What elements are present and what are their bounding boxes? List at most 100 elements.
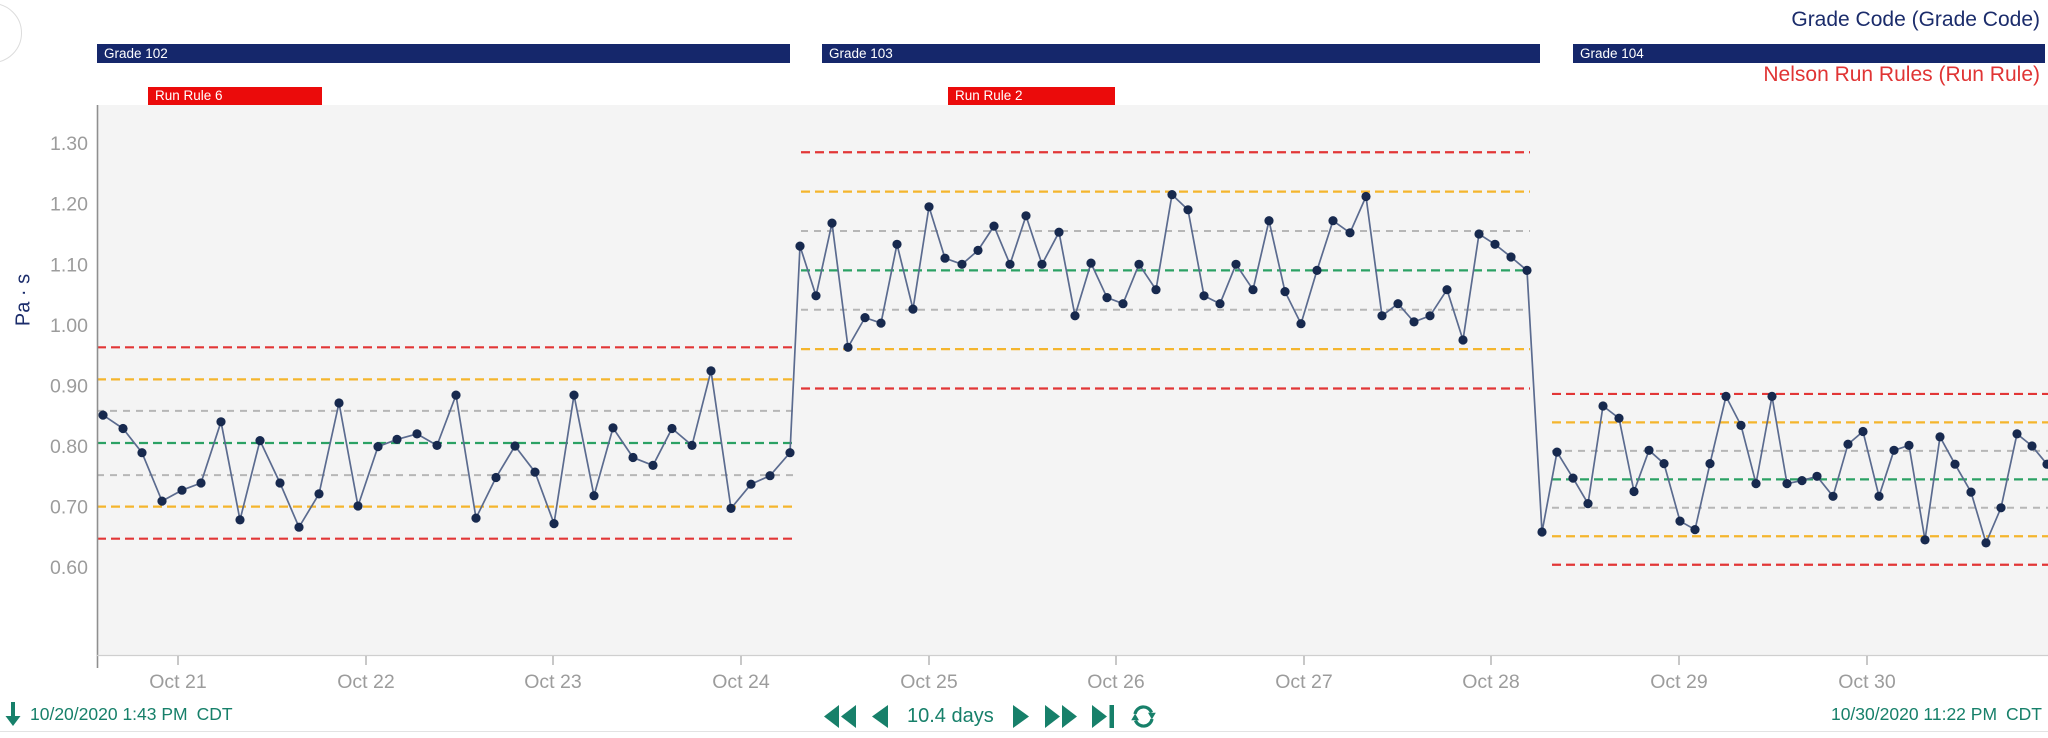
data-point[interactable] bbox=[1118, 299, 1128, 309]
data-point[interactable] bbox=[1231, 259, 1241, 269]
data-point[interactable] bbox=[392, 434, 402, 444]
data-point[interactable] bbox=[1215, 299, 1225, 309]
data-point[interactable] bbox=[628, 452, 638, 463]
data-point[interactable] bbox=[1490, 239, 1500, 249]
data-point[interactable] bbox=[1920, 535, 1930, 545]
data-point[interactable] bbox=[1904, 440, 1914, 450]
data-point[interactable] bbox=[1522, 265, 1532, 275]
x-tick-label[interactable]: Oct 23 bbox=[524, 671, 581, 693]
data-point[interactable] bbox=[1296, 319, 1306, 329]
data-point[interactable] bbox=[1644, 445, 1654, 455]
pan-right-button[interactable] bbox=[1012, 704, 1029, 728]
data-point[interactable] bbox=[1474, 229, 1484, 239]
data-point[interactable] bbox=[137, 448, 147, 458]
data-point[interactable] bbox=[510, 441, 520, 451]
data-point[interactable] bbox=[1782, 479, 1792, 489]
data-point[interactable] bbox=[1874, 491, 1884, 501]
legend-nelson-run-rules[interactable]: Nelson Run Rules (Run Rule) bbox=[1763, 63, 2040, 86]
legend-grade-code[interactable]: Grade Code (Grade Code) bbox=[1791, 8, 2040, 31]
go-to-end-button[interactable] bbox=[1091, 704, 1115, 728]
data-point[interactable] bbox=[1950, 459, 1960, 469]
x-tick-label[interactable]: Oct 30 bbox=[1838, 671, 1896, 693]
data-point[interactable] bbox=[1721, 391, 1731, 401]
data-point[interactable] bbox=[1675, 516, 1685, 526]
data-point[interactable] bbox=[432, 440, 442, 450]
data-point[interactable] bbox=[843, 342, 853, 352]
data-point[interactable] bbox=[1086, 258, 1096, 268]
data-point[interactable] bbox=[1377, 311, 1387, 321]
data-point[interactable] bbox=[1409, 317, 1419, 327]
data-point[interactable] bbox=[1264, 216, 1274, 226]
data-point[interactable] bbox=[451, 390, 461, 400]
pan-left-button[interactable] bbox=[872, 704, 888, 728]
data-point[interactable] bbox=[785, 448, 795, 458]
data-point[interactable] bbox=[860, 313, 870, 323]
data-point[interactable] bbox=[235, 515, 245, 525]
data-point[interactable] bbox=[1996, 503, 2006, 513]
data-point[interactable] bbox=[726, 503, 736, 513]
x-tick-label[interactable]: Oct 25 bbox=[900, 671, 958, 693]
data-point[interactable] bbox=[908, 304, 918, 314]
data-point[interactable] bbox=[1828, 491, 1838, 501]
data-point[interactable] bbox=[1981, 538, 1991, 548]
data-point[interactable] bbox=[1442, 285, 1452, 295]
duration-label[interactable]: 10.4 days bbox=[907, 704, 994, 727]
run-rule-capsule-band[interactable]: Run Rule 6 bbox=[148, 87, 322, 105]
data-point[interactable] bbox=[892, 239, 902, 249]
display-range-end[interactable]: 10/30/2020 11:22 PM CDT bbox=[1831, 704, 2042, 725]
data-point[interactable] bbox=[255, 436, 265, 446]
x-tick-label[interactable]: Oct 29 bbox=[1650, 671, 1707, 693]
data-point[interactable] bbox=[608, 423, 618, 433]
data-point[interactable] bbox=[1889, 445, 1899, 455]
data-point[interactable] bbox=[98, 410, 108, 420]
x-tick-label[interactable]: Oct 21 bbox=[149, 671, 206, 693]
data-point[interactable] bbox=[1858, 426, 1868, 437]
data-point[interactable] bbox=[1134, 259, 1144, 269]
data-point[interactable] bbox=[1005, 259, 1015, 269]
grade-capsule-band[interactable]: Grade 103 bbox=[822, 44, 1540, 63]
data-point[interactable] bbox=[1966, 487, 1976, 497]
data-point[interactable] bbox=[706, 366, 716, 376]
data-point[interactable] bbox=[1568, 473, 1578, 483]
auto-update-button[interactable] bbox=[1130, 704, 1157, 729]
data-point[interactable] bbox=[1598, 401, 1608, 411]
data-point[interactable] bbox=[1812, 471, 1822, 481]
step-back-button[interactable] bbox=[824, 704, 857, 728]
data-point[interactable] bbox=[1312, 265, 1322, 275]
data-point[interactable] bbox=[118, 423, 128, 434]
data-point[interactable] bbox=[1425, 311, 1435, 321]
x-tick-label[interactable]: Oct 27 bbox=[1275, 671, 1332, 693]
display-range-start[interactable]: 10/20/2020 1:43 PM CDT bbox=[4, 700, 233, 728]
data-point[interactable] bbox=[1767, 391, 1777, 401]
data-point[interactable] bbox=[957, 259, 967, 269]
data-point[interactable] bbox=[1393, 299, 1403, 309]
data-point[interactable] bbox=[1054, 227, 1064, 237]
data-point[interactable] bbox=[811, 291, 821, 301]
data-point[interactable] bbox=[549, 519, 559, 529]
data-point[interactable] bbox=[353, 501, 363, 511]
data-point[interactable] bbox=[827, 218, 837, 228]
data-point[interactable] bbox=[989, 221, 999, 231]
data-point[interactable] bbox=[667, 423, 677, 434]
data-point[interactable] bbox=[294, 522, 304, 532]
data-point[interactable] bbox=[1690, 525, 1700, 535]
x-tick-label[interactable]: Oct 28 bbox=[1462, 671, 1519, 693]
x-tick-label[interactable]: Oct 24 bbox=[712, 671, 770, 693]
data-point[interactable] bbox=[1705, 459, 1715, 469]
data-point[interactable] bbox=[1614, 413, 1624, 423]
data-point[interactable] bbox=[1629, 486, 1639, 497]
data-point[interactable] bbox=[1248, 285, 1258, 295]
data-point[interactable] bbox=[876, 318, 886, 328]
data-point[interactable] bbox=[1328, 216, 1338, 226]
grade-capsule-band[interactable]: Grade 102 bbox=[97, 44, 790, 63]
data-point[interactable] bbox=[314, 489, 324, 499]
data-point[interactable] bbox=[373, 442, 383, 452]
data-point[interactable] bbox=[795, 241, 805, 251]
data-point[interactable] bbox=[1935, 432, 1945, 442]
data-point[interactable] bbox=[746, 479, 756, 489]
data-point[interactable] bbox=[1199, 291, 1209, 301]
data-point[interactable] bbox=[157, 496, 167, 506]
data-point[interactable] bbox=[1345, 228, 1355, 238]
data-point[interactable] bbox=[1458, 335, 1468, 345]
data-point[interactable] bbox=[1280, 287, 1290, 297]
